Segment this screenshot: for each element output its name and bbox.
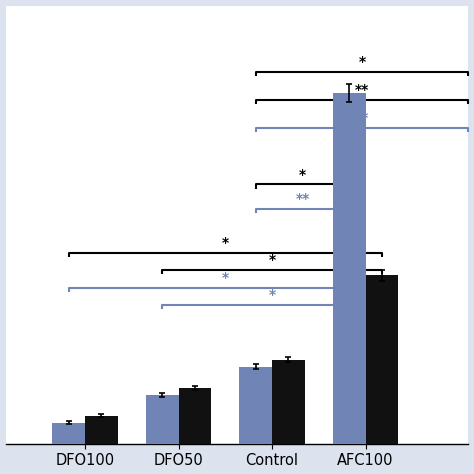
Bar [146,395,179,444]
Bar [239,366,272,444]
Text: **: ** [355,111,369,126]
Bar [365,275,398,444]
Text: *: * [358,55,365,69]
Bar [52,423,85,444]
Bar [333,93,365,444]
Bar [85,416,118,444]
Bar [179,388,211,444]
Text: **: ** [295,192,310,206]
Text: *: * [222,271,229,285]
Text: **: ** [355,83,369,97]
Text: *: * [222,236,229,250]
Text: *: * [268,254,275,267]
Bar [272,360,305,444]
Text: *: * [268,289,275,302]
Text: *: * [299,167,306,182]
